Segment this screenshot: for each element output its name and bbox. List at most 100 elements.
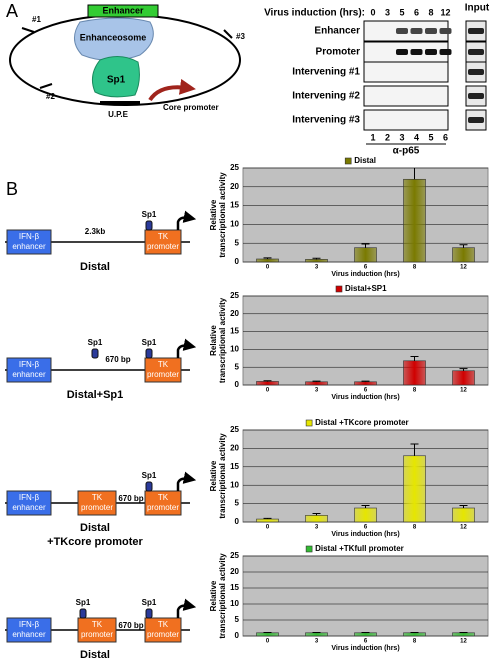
x-tick-label: 12: [460, 639, 467, 645]
timepoint: 6: [414, 7, 419, 17]
sp1-label: Sp1: [142, 210, 157, 219]
y-tick-label: 5: [235, 499, 240, 508]
x-tick-label: 12: [460, 525, 467, 531]
gel-box: [363, 109, 449, 131]
mid-promoter-box-label: promoter: [81, 503, 113, 512]
input-header: Input: [465, 3, 490, 14]
legend-swatch: [305, 545, 313, 553]
enhancer-box-label: enhancer: [12, 370, 46, 379]
row-label: Promoter: [316, 47, 361, 58]
band: [410, 28, 423, 34]
y-tick-label: 0: [235, 380, 240, 389]
y-tick-label: 10: [230, 599, 239, 608]
lane-number: 1: [370, 132, 375, 142]
y-tick-label: 20: [230, 567, 239, 576]
site-tick: [21, 27, 35, 33]
enhancer-box: [6, 229, 52, 255]
x-tick-label: 0: [266, 388, 270, 394]
band: [439, 49, 452, 55]
distance-label: 670 bp: [118, 621, 143, 630]
y-tick-label: 20: [230, 182, 239, 191]
error-bar: [361, 243, 370, 248]
construct-name: Distal: [80, 261, 110, 273]
y-tick-label: 25: [230, 163, 239, 172]
x-tick-label: 3: [315, 525, 319, 531]
sp1-site: [145, 220, 153, 231]
enhancer-box-label: enhancer: [12, 630, 46, 639]
construct-name: Distal: [80, 522, 110, 534]
y-tick-label: 10: [230, 480, 239, 489]
upe-label: U.P.E: [108, 110, 129, 119]
row-label: Enhancer: [314, 26, 360, 37]
y-tick-label: 0: [235, 517, 240, 526]
timepoint: 5: [399, 7, 404, 17]
input-band: [468, 117, 484, 123]
y-axis-label: transcriptional activity: [218, 172, 227, 258]
error-bar: [410, 356, 419, 361]
construct-name: Distal: [80, 649, 110, 658]
enhanceosome: [74, 17, 154, 61]
enhanceosome-label: Enhanceosome: [80, 32, 147, 42]
input-band: [468, 49, 484, 55]
x-tick-label: 0: [266, 639, 270, 645]
legend-label: Distal +TKfull promoter: [315, 544, 404, 553]
error-bar: [459, 244, 468, 248]
tss-arrow: [176, 338, 197, 358]
enhancer-box: [6, 357, 52, 383]
bar: [305, 515, 328, 523]
site-tick: [223, 29, 233, 39]
error-bar: [263, 257, 272, 259]
legend-label: Distal: [354, 156, 376, 165]
x-tick-label: 6: [364, 525, 368, 531]
y-tick-label: 5: [235, 615, 240, 624]
lane-number: 6: [443, 132, 448, 142]
y-tick-label: 20: [230, 444, 239, 453]
lane-number: 5: [428, 132, 433, 142]
bar: [256, 518, 279, 523]
x-tick-label: 8: [413, 388, 417, 394]
bar: [354, 507, 377, 523]
x-tick-label: 8: [413, 639, 417, 645]
row-label: Intervening #2: [292, 91, 360, 102]
x-axis-label: Virus induction (hrs): [331, 394, 399, 401]
lane-number: 4: [414, 132, 419, 142]
legend-swatch: [305, 419, 313, 427]
promoter-box-label: TK: [158, 232, 169, 241]
band: [425, 49, 437, 55]
y-tick-label: 20: [230, 309, 239, 318]
timepoint: 12: [440, 7, 450, 17]
y-axis-label: Relative: [209, 460, 218, 491]
sp1-label: Sp1: [76, 598, 91, 607]
bar: [403, 178, 426, 263]
site-label: #2: [46, 92, 55, 101]
promoter-box: [144, 357, 182, 383]
antibody: α-p65: [393, 146, 420, 157]
x-tick-label: 3: [315, 639, 319, 645]
bar: [403, 360, 426, 386]
promoter-box-label: TK: [158, 493, 169, 502]
x-tick-label: 3: [315, 388, 319, 394]
bar: [256, 632, 279, 637]
enhancer-label: Enhancer: [102, 5, 144, 15]
mid-promoter-box-label: TK: [92, 620, 103, 629]
distance-label: 670 bp: [118, 494, 143, 503]
sp1-protein: [91, 56, 140, 98]
bar: [452, 507, 475, 523]
enhancer-box-label: enhancer: [12, 242, 46, 251]
band: [425, 28, 437, 34]
error-bar: [361, 504, 370, 509]
x-tick-label: 3: [315, 265, 319, 271]
constructs: IFN-βenhancerTKpromoterSp12.3kbDistalIFN…: [5, 210, 197, 658]
bar: [354, 632, 377, 637]
tss-arrow: [176, 471, 197, 491]
legend-swatch: [335, 285, 343, 293]
promoter-box-label: promoter: [147, 503, 179, 512]
input-band: [468, 93, 484, 99]
row-label: Intervening #3: [292, 115, 360, 126]
y-tick-label: 0: [235, 257, 240, 266]
legend-swatch: [344, 157, 352, 165]
promoter-box-label: TK: [158, 360, 169, 369]
core-arrow: [148, 78, 196, 102]
y-tick-label: 10: [230, 345, 239, 354]
